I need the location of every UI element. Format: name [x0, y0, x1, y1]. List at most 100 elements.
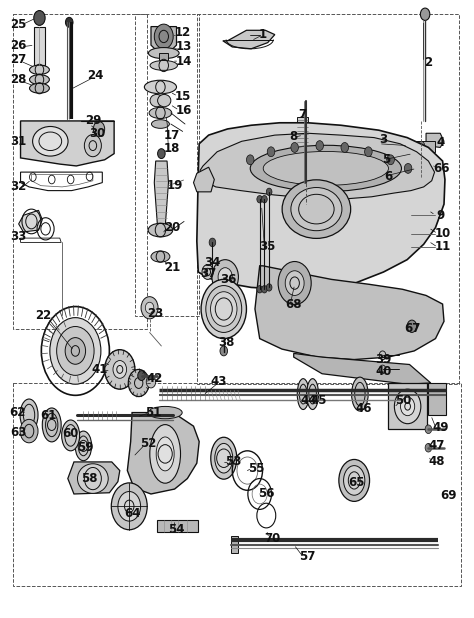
- Text: 29: 29: [85, 114, 101, 127]
- Text: 11: 11: [435, 240, 451, 253]
- Circle shape: [394, 389, 421, 424]
- Circle shape: [146, 376, 156, 388]
- Ellipse shape: [339, 459, 370, 501]
- Text: 40: 40: [375, 365, 392, 378]
- Text: 34: 34: [204, 256, 220, 269]
- Ellipse shape: [156, 437, 174, 471]
- Circle shape: [278, 261, 311, 305]
- Circle shape: [146, 302, 154, 313]
- Circle shape: [128, 370, 149, 397]
- Text: 2: 2: [424, 56, 432, 69]
- Bar: [159, 53, 168, 64]
- Circle shape: [365, 147, 372, 157]
- Text: 38: 38: [219, 336, 235, 349]
- Circle shape: [291, 143, 299, 153]
- Ellipse shape: [291, 187, 342, 231]
- Circle shape: [118, 491, 141, 521]
- Text: 26: 26: [10, 38, 27, 51]
- Circle shape: [202, 265, 213, 279]
- Text: 22: 22: [35, 308, 51, 321]
- Circle shape: [425, 444, 432, 452]
- Circle shape: [65, 337, 86, 364]
- Text: 53: 53: [225, 455, 241, 468]
- Circle shape: [93, 122, 105, 137]
- Circle shape: [257, 286, 263, 293]
- Circle shape: [138, 371, 146, 381]
- Ellipse shape: [20, 399, 38, 431]
- Circle shape: [155, 24, 173, 49]
- Text: 5: 5: [382, 153, 390, 166]
- Circle shape: [220, 346, 228, 356]
- Ellipse shape: [211, 438, 237, 479]
- Text: 12: 12: [174, 26, 191, 40]
- Circle shape: [105, 350, 135, 389]
- Text: 65: 65: [348, 476, 365, 489]
- Polygon shape: [18, 210, 42, 232]
- Ellipse shape: [75, 431, 91, 460]
- Bar: [12, 383, 462, 586]
- Text: 15: 15: [174, 90, 191, 103]
- Text: 67: 67: [405, 322, 421, 335]
- Ellipse shape: [215, 444, 233, 473]
- Text: 36: 36: [220, 273, 237, 286]
- Ellipse shape: [150, 61, 177, 70]
- Ellipse shape: [145, 80, 176, 94]
- Text: 45: 45: [310, 394, 327, 407]
- Ellipse shape: [150, 95, 163, 107]
- Text: 59: 59: [77, 441, 93, 454]
- Ellipse shape: [20, 420, 38, 443]
- Text: 16: 16: [176, 104, 192, 117]
- Text: 35: 35: [260, 240, 276, 253]
- Text: 4: 4: [436, 136, 444, 149]
- Ellipse shape: [77, 464, 108, 493]
- Text: 49: 49: [433, 421, 449, 434]
- Text: 41: 41: [92, 363, 108, 376]
- Circle shape: [65, 17, 73, 27]
- Ellipse shape: [29, 75, 49, 85]
- Circle shape: [84, 135, 101, 157]
- Bar: [298, 117, 308, 149]
- Text: 70: 70: [264, 532, 281, 545]
- Polygon shape: [68, 462, 120, 494]
- Text: 47: 47: [428, 439, 445, 452]
- Circle shape: [34, 11, 45, 25]
- Polygon shape: [408, 166, 435, 177]
- Circle shape: [418, 168, 425, 176]
- Text: 8: 8: [290, 130, 298, 143]
- Polygon shape: [151, 27, 176, 53]
- Bar: [12, 14, 147, 329]
- Text: 17: 17: [164, 129, 180, 142]
- Ellipse shape: [148, 223, 173, 237]
- Text: 14: 14: [176, 54, 192, 67]
- Polygon shape: [294, 353, 431, 384]
- Ellipse shape: [297, 379, 309, 410]
- Polygon shape: [200, 133, 435, 199]
- Circle shape: [425, 425, 432, 434]
- Circle shape: [157, 149, 165, 159]
- Ellipse shape: [148, 48, 179, 59]
- Text: 56: 56: [258, 488, 274, 501]
- Ellipse shape: [344, 465, 365, 495]
- Ellipse shape: [152, 120, 169, 129]
- Polygon shape: [408, 142, 435, 153]
- Bar: [136, 14, 199, 316]
- Text: 50: 50: [395, 394, 411, 407]
- Polygon shape: [223, 30, 275, 49]
- Circle shape: [141, 297, 158, 319]
- Text: 51: 51: [145, 406, 161, 419]
- Text: 24: 24: [87, 69, 103, 82]
- Text: 32: 32: [10, 180, 27, 193]
- Text: 60: 60: [63, 427, 79, 440]
- Text: 63: 63: [10, 426, 27, 439]
- Polygon shape: [20, 121, 114, 166]
- Ellipse shape: [148, 407, 182, 419]
- Text: 54: 54: [168, 523, 185, 536]
- Polygon shape: [426, 133, 444, 148]
- Text: 48: 48: [428, 455, 445, 468]
- Ellipse shape: [29, 65, 49, 74]
- Text: 3: 3: [380, 133, 388, 146]
- Text: 28: 28: [10, 73, 27, 86]
- Text: 25: 25: [10, 18, 27, 31]
- Ellipse shape: [282, 180, 351, 239]
- Ellipse shape: [250, 145, 401, 192]
